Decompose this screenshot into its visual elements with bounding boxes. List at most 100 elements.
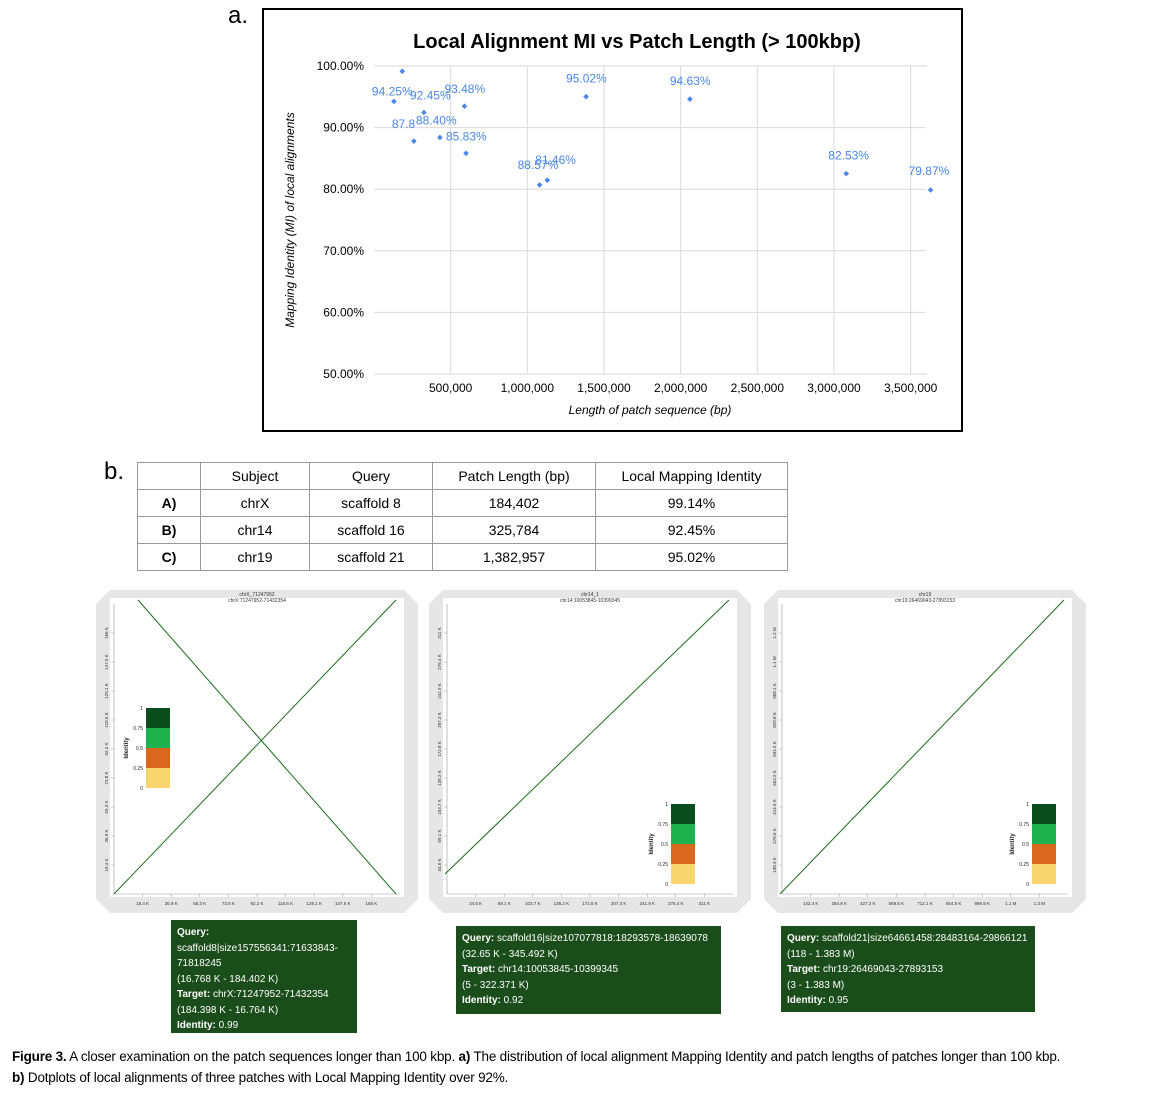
- tooltip-target-value: chr14:10053845-10399345: [497, 964, 619, 975]
- tooltip-query-range: (16.768 K - 184.402 K): [177, 973, 279, 985]
- caption-figure-label: Figure 3.: [12, 1049, 67, 1064]
- x-tick-label: 427.2 K: [860, 901, 876, 906]
- y-tick-label: 70.00%: [323, 244, 364, 258]
- x-tick-label: 3,000,000: [807, 381, 861, 395]
- data-label: 88.40%: [416, 113, 457, 127]
- data-point: [437, 134, 443, 141]
- x-tick-label: 2,000,000: [654, 381, 708, 395]
- legend-swatch: [146, 768, 170, 788]
- legend-swatch: [1032, 864, 1056, 884]
- table-cell: C): [137, 543, 201, 571]
- y-tick-label: 73.8 K: [104, 771, 109, 784]
- table-cell: 95.02%: [595, 543, 788, 571]
- tooltip-query-label: Query:: [462, 933, 495, 944]
- x-tick-label: 276.4 K: [668, 901, 684, 906]
- data-label: 92.45%: [410, 89, 451, 103]
- legend-tick-label: 0.75: [1019, 822, 1029, 828]
- legend-title: Identity: [649, 833, 655, 855]
- legend-tick-label: 0: [665, 882, 668, 888]
- legend-tick-label: 0.5: [136, 746, 143, 752]
- y-tick-label: 414.9 K: [772, 799, 777, 815]
- legend-tick-label: 0.25: [133, 766, 143, 772]
- data-point: [544, 177, 551, 184]
- dotplot-b-tooltip: Query: scaffold16|size107077818:18293578…: [456, 926, 721, 1014]
- table-cell: scaffold 16: [309, 516, 433, 544]
- legend-tick-label: 0.5: [1022, 842, 1029, 848]
- table-cell: 325,784: [432, 516, 596, 544]
- data-label: 87.8: [392, 117, 416, 131]
- legend-swatch: [146, 708, 170, 728]
- x-tick-label: 69.1 K: [498, 901, 511, 906]
- x-tick-label: 500,000: [429, 381, 473, 395]
- tooltip-target-range: (5 - 322.371 K): [462, 979, 529, 991]
- legend-swatch: [1032, 824, 1056, 844]
- legend-swatch: [146, 748, 170, 768]
- x-tick-label: 34.6 K: [469, 901, 482, 906]
- tooltip-target-value: chrX:71247952-71432354: [212, 989, 329, 1000]
- y-tick-label: 34.6 K: [437, 858, 442, 871]
- table-cell: chrX: [200, 489, 310, 517]
- legend-tick-label: 0: [1026, 882, 1029, 888]
- dotplot-title: chr14_1: [581, 592, 599, 598]
- table-row: B) chr14 scaffold 16 325,784 92.45%: [137, 516, 788, 544]
- x-tick-label: 55.3 K: [193, 901, 206, 906]
- data-point: [461, 103, 468, 109]
- data-point: [927, 187, 934, 193]
- caption-b-label: b): [12, 1070, 25, 1085]
- table-cell: 1,382,957: [432, 543, 596, 571]
- x-tick-label: 18.4 K: [136, 901, 149, 906]
- x-tick-label: 3,500,000: [884, 381, 938, 395]
- x-tick-label: 241.9 K: [639, 901, 655, 906]
- y-axis-label: Mapping Identity (MI) of local alignment…: [283, 112, 297, 327]
- y-tick-label: 691.5 K: [772, 741, 777, 757]
- dotplot-a-tooltip: Query: scaffold8|size157556341:71633843-…: [171, 920, 357, 1033]
- x-tick-label: 73.8 K: [222, 901, 235, 906]
- legend-tick-label: 0.75: [133, 726, 143, 732]
- data-point: [583, 93, 589, 100]
- y-tick-label: 166 K: [104, 627, 109, 639]
- legend-tick-label: 0.75: [658, 822, 668, 828]
- y-tick-label: 100.00%: [317, 59, 365, 73]
- x-tick-label: 207.3 K: [611, 901, 627, 906]
- x-tick-label: 103.7 K: [525, 901, 541, 906]
- table-header-cell: Local Mapping Identity: [595, 462, 788, 490]
- tooltip-query-label: Query:: [787, 933, 820, 944]
- y-tick-label: 55.3 K: [104, 800, 109, 813]
- table-cell: scaffold 21: [309, 543, 433, 571]
- caption-text-2: The distribution of local alignment Mapp…: [470, 1049, 1061, 1064]
- tooltip-identity-value: 0.99: [218, 1020, 239, 1031]
- y-tick-label: 147.5 K: [104, 654, 109, 670]
- table-cell: chr19: [200, 543, 310, 571]
- y-tick-label: 138.3 K: [772, 857, 777, 873]
- chart-frame: [262, 8, 963, 432]
- y-tick-label: 207.3 K: [437, 712, 442, 728]
- table-row: C) chr19 scaffold 21 1,382,957 95.02%: [137, 543, 788, 571]
- data-point: [391, 98, 397, 105]
- data-point: [463, 150, 469, 157]
- legend-tick-label: 1: [1026, 802, 1029, 808]
- table-cell: 92.45%: [595, 516, 788, 544]
- y-tick-label: 36.9 K: [104, 829, 109, 842]
- y-tick-label: 276.6 K: [772, 828, 777, 844]
- x-tick-label: 1,500,000: [577, 381, 631, 395]
- tooltip-query-range: (118 - 1.383 M): [787, 948, 855, 960]
- x-axis-label: Length of patch sequence (bp): [569, 403, 732, 417]
- y-tick-label: 92.2 K: [104, 742, 109, 755]
- legend-swatch: [1032, 844, 1056, 864]
- y-tick-label: 172.8 K: [437, 741, 442, 757]
- caption-text-1: A closer examination on the patch sequen…: [66, 1049, 459, 1064]
- tooltip-query-range: (32.65 K - 345.492 K): [462, 948, 558, 960]
- data-point: [536, 182, 543, 188]
- dotplot-title: chr19: [919, 592, 932, 598]
- data-label: 94.25%: [372, 84, 413, 98]
- panel-b-label: b.: [104, 458, 125, 485]
- tooltip-identity-label: Identity:: [177, 1020, 216, 1031]
- y-tick-label: 276.4 K: [437, 654, 442, 670]
- x-tick-label: 129.1 K: [306, 901, 322, 906]
- table-cell: 99.14%: [595, 489, 788, 517]
- y-tick-label: 90.00%: [323, 121, 364, 135]
- tooltip-identity-label: Identity:: [787, 995, 826, 1006]
- y-tick-label: 103.7 K: [437, 799, 442, 815]
- legend-tick-label: 0: [140, 786, 143, 792]
